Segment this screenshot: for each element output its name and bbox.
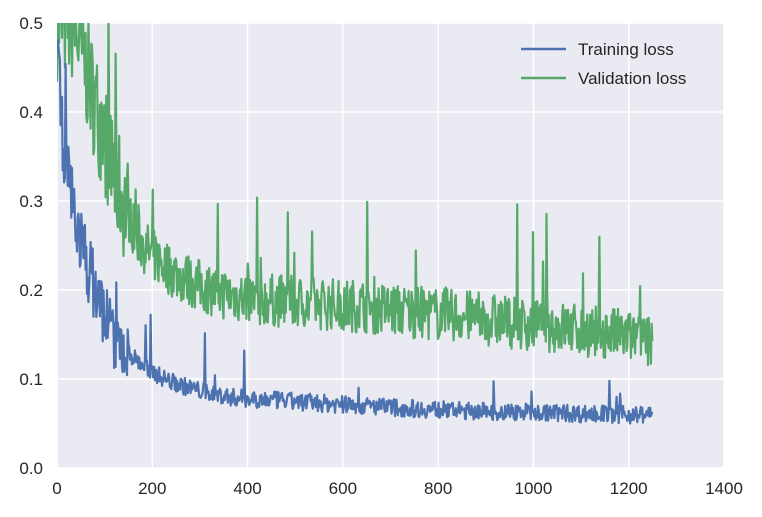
series-line-0: [57, 39, 654, 425]
series-lines: [57, 23, 654, 425]
y-tick-label: 0.5: [19, 14, 43, 33]
y-tick-label: 0.3: [19, 192, 43, 211]
y-tick-label: 0.1: [19, 370, 43, 389]
series-line-1: [57, 23, 654, 367]
x-tick-label: 1000: [515, 479, 553, 498]
y-tick-label: 0.2: [19, 281, 43, 300]
x-tick-label: 0: [52, 479, 61, 498]
x-tick-label: 600: [329, 479, 357, 498]
legend-label: Validation loss: [578, 69, 686, 88]
tick-labels: 0 200 400 600 800 1000 1200 1400 0.0 0.1 0.2 0.3 0.4…: [19, 14, 743, 498]
grid-lines: [56, 22, 725, 469]
x-tick-label: 1400: [705, 479, 743, 498]
y-tick-label: 0.4: [19, 103, 43, 122]
y-tick-label: 0.0: [19, 459, 43, 478]
x-tick-label: 800: [424, 479, 452, 498]
x-tick-label: 1200: [610, 479, 648, 498]
x-tick-label: 400: [233, 479, 261, 498]
legend: Training loss Validation loss: [521, 40, 686, 88]
x-tick-label: 200: [138, 479, 166, 498]
legend-label: Training loss: [578, 40, 674, 59]
